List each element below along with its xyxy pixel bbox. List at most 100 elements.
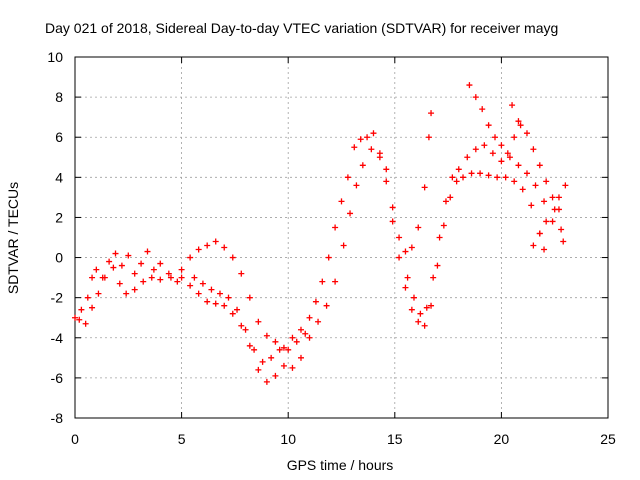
data-point bbox=[383, 178, 390, 185]
data-point bbox=[138, 260, 145, 267]
data-point bbox=[157, 260, 164, 267]
data-point bbox=[229, 254, 236, 261]
data-point bbox=[332, 224, 339, 231]
data-point bbox=[455, 166, 462, 173]
data-point bbox=[234, 306, 241, 313]
data-point bbox=[140, 278, 147, 285]
data-point bbox=[144, 248, 151, 255]
data-point bbox=[502, 174, 509, 181]
data-point bbox=[347, 210, 354, 217]
data-point bbox=[246, 294, 253, 301]
data-point bbox=[551, 206, 558, 213]
data-point bbox=[125, 252, 132, 259]
data-point bbox=[255, 318, 262, 325]
x-tick-label: 10 bbox=[280, 431, 296, 447]
data-point bbox=[221, 244, 228, 251]
data-point bbox=[285, 346, 292, 353]
plot-frame bbox=[74, 56, 609, 419]
data-point bbox=[436, 234, 443, 241]
y-tick-label: -2 bbox=[51, 290, 64, 306]
data-point bbox=[95, 290, 102, 297]
data-point bbox=[415, 224, 422, 231]
data-point bbox=[191, 274, 198, 281]
data-point bbox=[212, 300, 219, 307]
data-point bbox=[89, 304, 96, 311]
series-track-mid bbox=[191, 142, 556, 365]
y-tick-label: 8 bbox=[55, 89, 63, 105]
data-point bbox=[338, 198, 345, 205]
data-point bbox=[110, 264, 117, 271]
data-point bbox=[489, 150, 496, 157]
data-point bbox=[485, 122, 492, 129]
data-point bbox=[517, 122, 524, 129]
data-point bbox=[148, 274, 155, 281]
data-point bbox=[453, 178, 460, 185]
data-point bbox=[221, 302, 228, 309]
data-point bbox=[242, 326, 249, 333]
y-axis-label: SDTVAR / TECUs bbox=[5, 182, 21, 294]
data-point bbox=[558, 226, 565, 233]
data-point bbox=[404, 274, 411, 281]
series-track-lower bbox=[76, 146, 548, 385]
data-point bbox=[428, 110, 435, 117]
data-point bbox=[447, 194, 454, 201]
data-point bbox=[89, 274, 96, 281]
data-point bbox=[101, 274, 108, 281]
data-point bbox=[306, 334, 313, 341]
data-point bbox=[306, 314, 313, 321]
data-point bbox=[408, 306, 415, 313]
x-tick-label: 20 bbox=[494, 431, 510, 447]
data-point bbox=[165, 270, 172, 277]
data-point bbox=[421, 184, 428, 191]
data-point bbox=[131, 286, 138, 293]
data-point bbox=[293, 338, 300, 345]
data-point bbox=[541, 198, 548, 205]
data-point bbox=[150, 266, 157, 273]
data-point bbox=[494, 174, 501, 181]
data-point bbox=[506, 154, 513, 161]
data-point bbox=[498, 142, 505, 149]
data-point bbox=[229, 310, 236, 317]
data-point bbox=[523, 170, 530, 177]
data-point bbox=[315, 318, 322, 325]
y-tick-label: 2 bbox=[55, 209, 63, 225]
y-tick-label: 6 bbox=[55, 129, 63, 145]
data-point bbox=[178, 274, 185, 281]
data-point bbox=[460, 174, 467, 181]
data-point bbox=[76, 316, 83, 323]
data-point bbox=[543, 178, 550, 185]
chart-title: Day 021 of 2018, Sidereal Day-to-day VTE… bbox=[45, 20, 558, 36]
data-point bbox=[376, 154, 383, 161]
data-point bbox=[195, 290, 202, 297]
data-point bbox=[238, 322, 245, 329]
data-point bbox=[216, 290, 223, 297]
data-point bbox=[417, 310, 424, 317]
y-tick-label: 4 bbox=[55, 169, 63, 185]
grid bbox=[75, 57, 608, 418]
data-point bbox=[272, 338, 279, 345]
data-point bbox=[428, 302, 435, 309]
data-point bbox=[351, 144, 358, 151]
data-point bbox=[402, 248, 409, 255]
data-point bbox=[555, 194, 562, 201]
data-point bbox=[340, 242, 347, 249]
data-point bbox=[536, 162, 543, 169]
data-point bbox=[481, 142, 488, 149]
data-point bbox=[541, 246, 548, 253]
data-point bbox=[332, 278, 339, 285]
data-point bbox=[464, 154, 471, 161]
x-axis-label: GPS time / hours bbox=[287, 457, 394, 473]
series-track-main bbox=[72, 110, 435, 351]
data-point bbox=[302, 330, 309, 337]
data-point bbox=[255, 366, 262, 373]
data-series bbox=[72, 82, 569, 385]
data-point bbox=[344, 174, 351, 181]
data-point bbox=[472, 146, 479, 153]
data-point bbox=[440, 222, 447, 229]
data-point bbox=[415, 318, 422, 325]
data-point bbox=[280, 362, 287, 369]
data-point bbox=[370, 130, 377, 137]
data-point bbox=[523, 130, 530, 137]
data-point bbox=[263, 332, 270, 339]
data-point bbox=[425, 134, 432, 141]
